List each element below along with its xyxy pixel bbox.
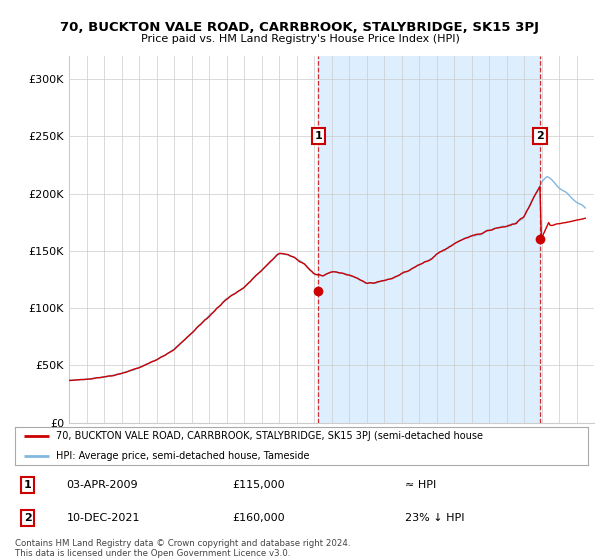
Text: £160,000: £160,000 [233,513,286,523]
Text: 70, BUCKTON VALE ROAD, CARRBROOK, STALYBRIDGE, SK15 3PJ: 70, BUCKTON VALE ROAD, CARRBROOK, STALYB… [61,21,539,34]
Text: 2: 2 [24,513,31,523]
Text: 10-DEC-2021: 10-DEC-2021 [67,513,140,523]
Text: 1: 1 [24,480,31,490]
Text: 1: 1 [314,131,322,141]
Text: ≈ HPI: ≈ HPI [404,480,436,490]
Text: 23% ↓ HPI: 23% ↓ HPI [404,513,464,523]
Text: 70, BUCKTON VALE ROAD, CARRBROOK, STALYBRIDGE, SK15 3PJ (semi-detached house: 70, BUCKTON VALE ROAD, CARRBROOK, STALYB… [56,431,483,441]
Text: HPI: Average price, semi-detached house, Tameside: HPI: Average price, semi-detached house,… [56,451,310,461]
Bar [319,56,540,423]
Text: Price paid vs. HM Land Registry's House Price Index (HPI): Price paid vs. HM Land Registry's House … [140,34,460,44]
Text: 03-APR-2009: 03-APR-2009 [67,480,138,490]
Text: 2: 2 [536,131,544,141]
Text: £115,000: £115,000 [233,480,286,490]
Text: Contains HM Land Registry data © Crown copyright and database right 2024.
This d: Contains HM Land Registry data © Crown c… [15,539,350,558]
